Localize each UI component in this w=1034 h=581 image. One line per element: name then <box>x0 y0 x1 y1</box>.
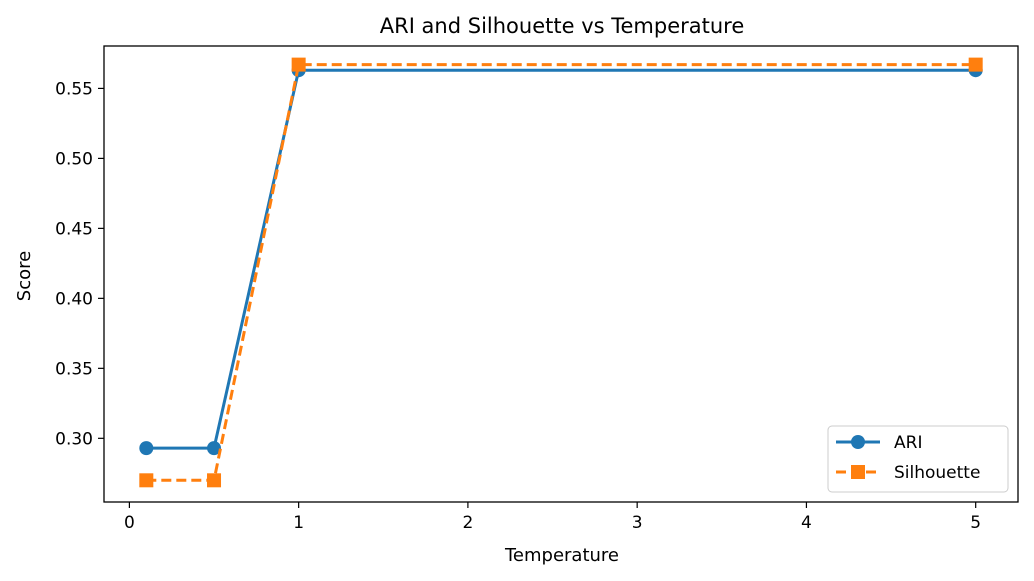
data-point-silhouette <box>139 473 154 488</box>
legend-marker-silhouette <box>851 465 865 479</box>
y-tick-label: 0.30 <box>55 429 93 449</box>
series-line-ari <box>146 68 976 450</box>
plot-frame <box>103 45 1019 503</box>
x-tick-label: 2 <box>462 513 473 533</box>
y-tick-label: 0.45 <box>55 219 93 239</box>
y-tick-label: 0.35 <box>55 359 93 379</box>
data-point-ari <box>139 441 154 456</box>
x-axis: 0 1 2 3 4 5 <box>124 502 981 533</box>
x-tick-label: 5 <box>970 513 981 533</box>
data-point-silhouette <box>291 57 306 72</box>
data-point-silhouette <box>968 57 983 72</box>
y-axis: 0.30 0.35 0.40 0.45 0.50 0.55 <box>55 79 104 449</box>
x-tick-label: 0 <box>124 513 135 533</box>
series-layer <box>139 57 983 488</box>
x-tick-label: 3 <box>632 513 643 533</box>
y-tick-label: 0.40 <box>55 289 93 309</box>
chart-title: ARI and Silhouette vs Temperature <box>380 14 745 38</box>
legend-label-silhouette: Silhouette <box>894 463 980 483</box>
series-line-silhouette <box>146 63 976 482</box>
x-axis-label: Temperature <box>504 545 619 566</box>
y-tick-label: 0.55 <box>55 79 93 99</box>
legend-label-ari: ARI <box>894 433 922 453</box>
data-point-ari <box>207 441 222 456</box>
x-tick-label: 1 <box>293 513 304 533</box>
y-tick-label: 0.50 <box>55 149 93 169</box>
legend-marker-ari <box>851 435 865 449</box>
legend: ARI Silhouette <box>827 425 1009 493</box>
x-tick-label: 4 <box>801 513 812 533</box>
data-point-silhouette <box>207 473 222 488</box>
y-axis-label: Score <box>14 251 35 301</box>
